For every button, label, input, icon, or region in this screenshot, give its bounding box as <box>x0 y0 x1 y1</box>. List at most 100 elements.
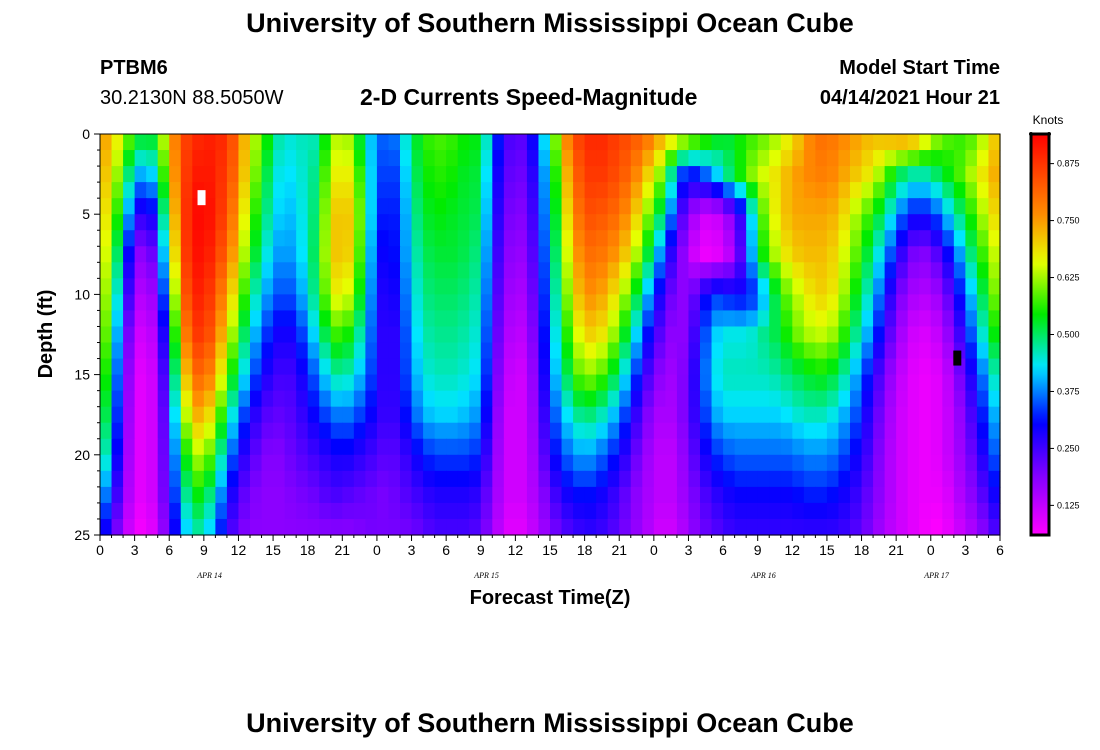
heatmap-cell <box>250 150 263 167</box>
heatmap-cell <box>157 342 170 360</box>
heatmap-cell <box>434 214 447 231</box>
heatmap-cell <box>123 502 136 520</box>
heatmap-cell <box>526 454 540 472</box>
heatmap-cell <box>826 182 840 199</box>
heatmap-cell <box>907 198 920 215</box>
heatmap-cell <box>261 262 274 279</box>
heatmap-cell <box>273 422 286 440</box>
heatmap-cell <box>503 294 516 312</box>
heatmap-cell <box>215 470 228 488</box>
heatmap-cell <box>815 214 828 231</box>
heatmap-cell <box>607 470 620 488</box>
heatmap-cell <box>965 502 978 520</box>
heatmap-cell <box>342 182 355 199</box>
heatmap-cell <box>446 438 459 456</box>
heatmap-cell <box>596 358 609 376</box>
colorbar-unit-label: Knots <box>1033 113 1064 127</box>
heatmap-cell <box>469 454 482 472</box>
heatmap-cell <box>330 198 343 215</box>
heatmap-cell <box>653 134 666 151</box>
heatmap-cell <box>653 230 666 247</box>
min-marker <box>953 350 962 366</box>
heatmap-cell <box>515 438 528 456</box>
heatmap-cell <box>515 406 528 424</box>
heatmap-cell <box>192 502 205 520</box>
heatmap-cell <box>930 246 943 263</box>
heatmap-cell <box>642 422 655 440</box>
heatmap-cell <box>400 390 413 408</box>
heatmap-cell <box>365 310 378 328</box>
heatmap-cell <box>596 502 609 520</box>
heatmap-cell <box>838 486 851 504</box>
heatmap-cell <box>711 518 724 536</box>
heatmap-cell <box>676 150 690 167</box>
heatmap-cell <box>169 294 182 312</box>
heatmap-cell <box>457 438 470 456</box>
heatmap-cell <box>838 326 851 344</box>
heatmap-cell <box>146 374 159 392</box>
heatmap-cell <box>803 246 816 263</box>
heatmap-cell <box>376 502 390 520</box>
heatmap-cell <box>653 166 666 183</box>
heatmap-cell <box>226 278 240 295</box>
heatmap-cell <box>469 470 482 488</box>
heatmap-cell <box>480 486 493 504</box>
heatmap-cell <box>250 342 263 360</box>
heatmap-cell <box>596 230 609 247</box>
heatmap-cell <box>307 166 320 183</box>
heatmap-cell <box>780 278 793 295</box>
heatmap-cell <box>169 422 182 440</box>
heatmap-cell <box>457 246 470 263</box>
heatmap-cell <box>203 470 216 488</box>
heatmap-cell <box>319 438 332 456</box>
heatmap-cell <box>434 518 447 536</box>
heatmap-cell <box>446 390 459 408</box>
heatmap-cell <box>550 358 563 376</box>
heatmap-cell <box>688 198 701 215</box>
heatmap-cell <box>515 310 528 328</box>
heatmap-cell <box>376 438 390 456</box>
heatmap-cell <box>607 374 620 392</box>
heatmap-cell <box>180 278 193 295</box>
heatmap-cell <box>723 166 736 183</box>
heatmap-cell <box>123 342 136 360</box>
heatmap-cell <box>780 182 793 199</box>
heatmap-cell <box>192 486 205 504</box>
heatmap-cell <box>665 422 678 440</box>
heatmap-cell <box>330 454 343 472</box>
heatmap-cell <box>388 422 401 440</box>
heatmap-cell <box>100 390 113 408</box>
heatmap-cell <box>607 230 620 247</box>
heatmap-cell <box>723 198 736 215</box>
heatmap-cell <box>492 406 505 424</box>
heatmap-cell <box>665 262 678 279</box>
heatmap-cell <box>457 486 470 504</box>
heatmap-cell <box>953 326 966 344</box>
heatmap-cell <box>757 358 770 376</box>
heatmap-cell <box>757 182 770 199</box>
heatmap-cell <box>850 358 863 376</box>
heatmap-cell <box>469 166 482 183</box>
heatmap-cell <box>803 214 816 231</box>
heatmap-cell <box>319 326 332 344</box>
heatmap-cell <box>619 134 632 151</box>
heatmap-cell <box>100 486 113 504</box>
heatmap-cell <box>284 502 297 520</box>
heatmap-cell <box>838 214 851 231</box>
heatmap-cell <box>376 454 390 472</box>
heatmap-cell <box>711 182 724 199</box>
heatmap-cell <box>757 374 770 392</box>
heatmap-cell <box>215 198 228 215</box>
heatmap-cell <box>596 342 609 360</box>
heatmap-cell <box>676 454 690 472</box>
heatmap-cell <box>976 294 990 312</box>
heatmap-cell <box>573 198 586 215</box>
heatmap-cell <box>746 502 759 520</box>
heatmap-cell <box>365 198 378 215</box>
heatmap-cell <box>584 518 597 536</box>
heatmap-cell <box>930 150 943 167</box>
heatmap-cell <box>157 358 170 376</box>
heatmap-cell <box>630 342 643 360</box>
heatmap-cell <box>273 198 286 215</box>
heatmap-cell <box>423 294 436 312</box>
